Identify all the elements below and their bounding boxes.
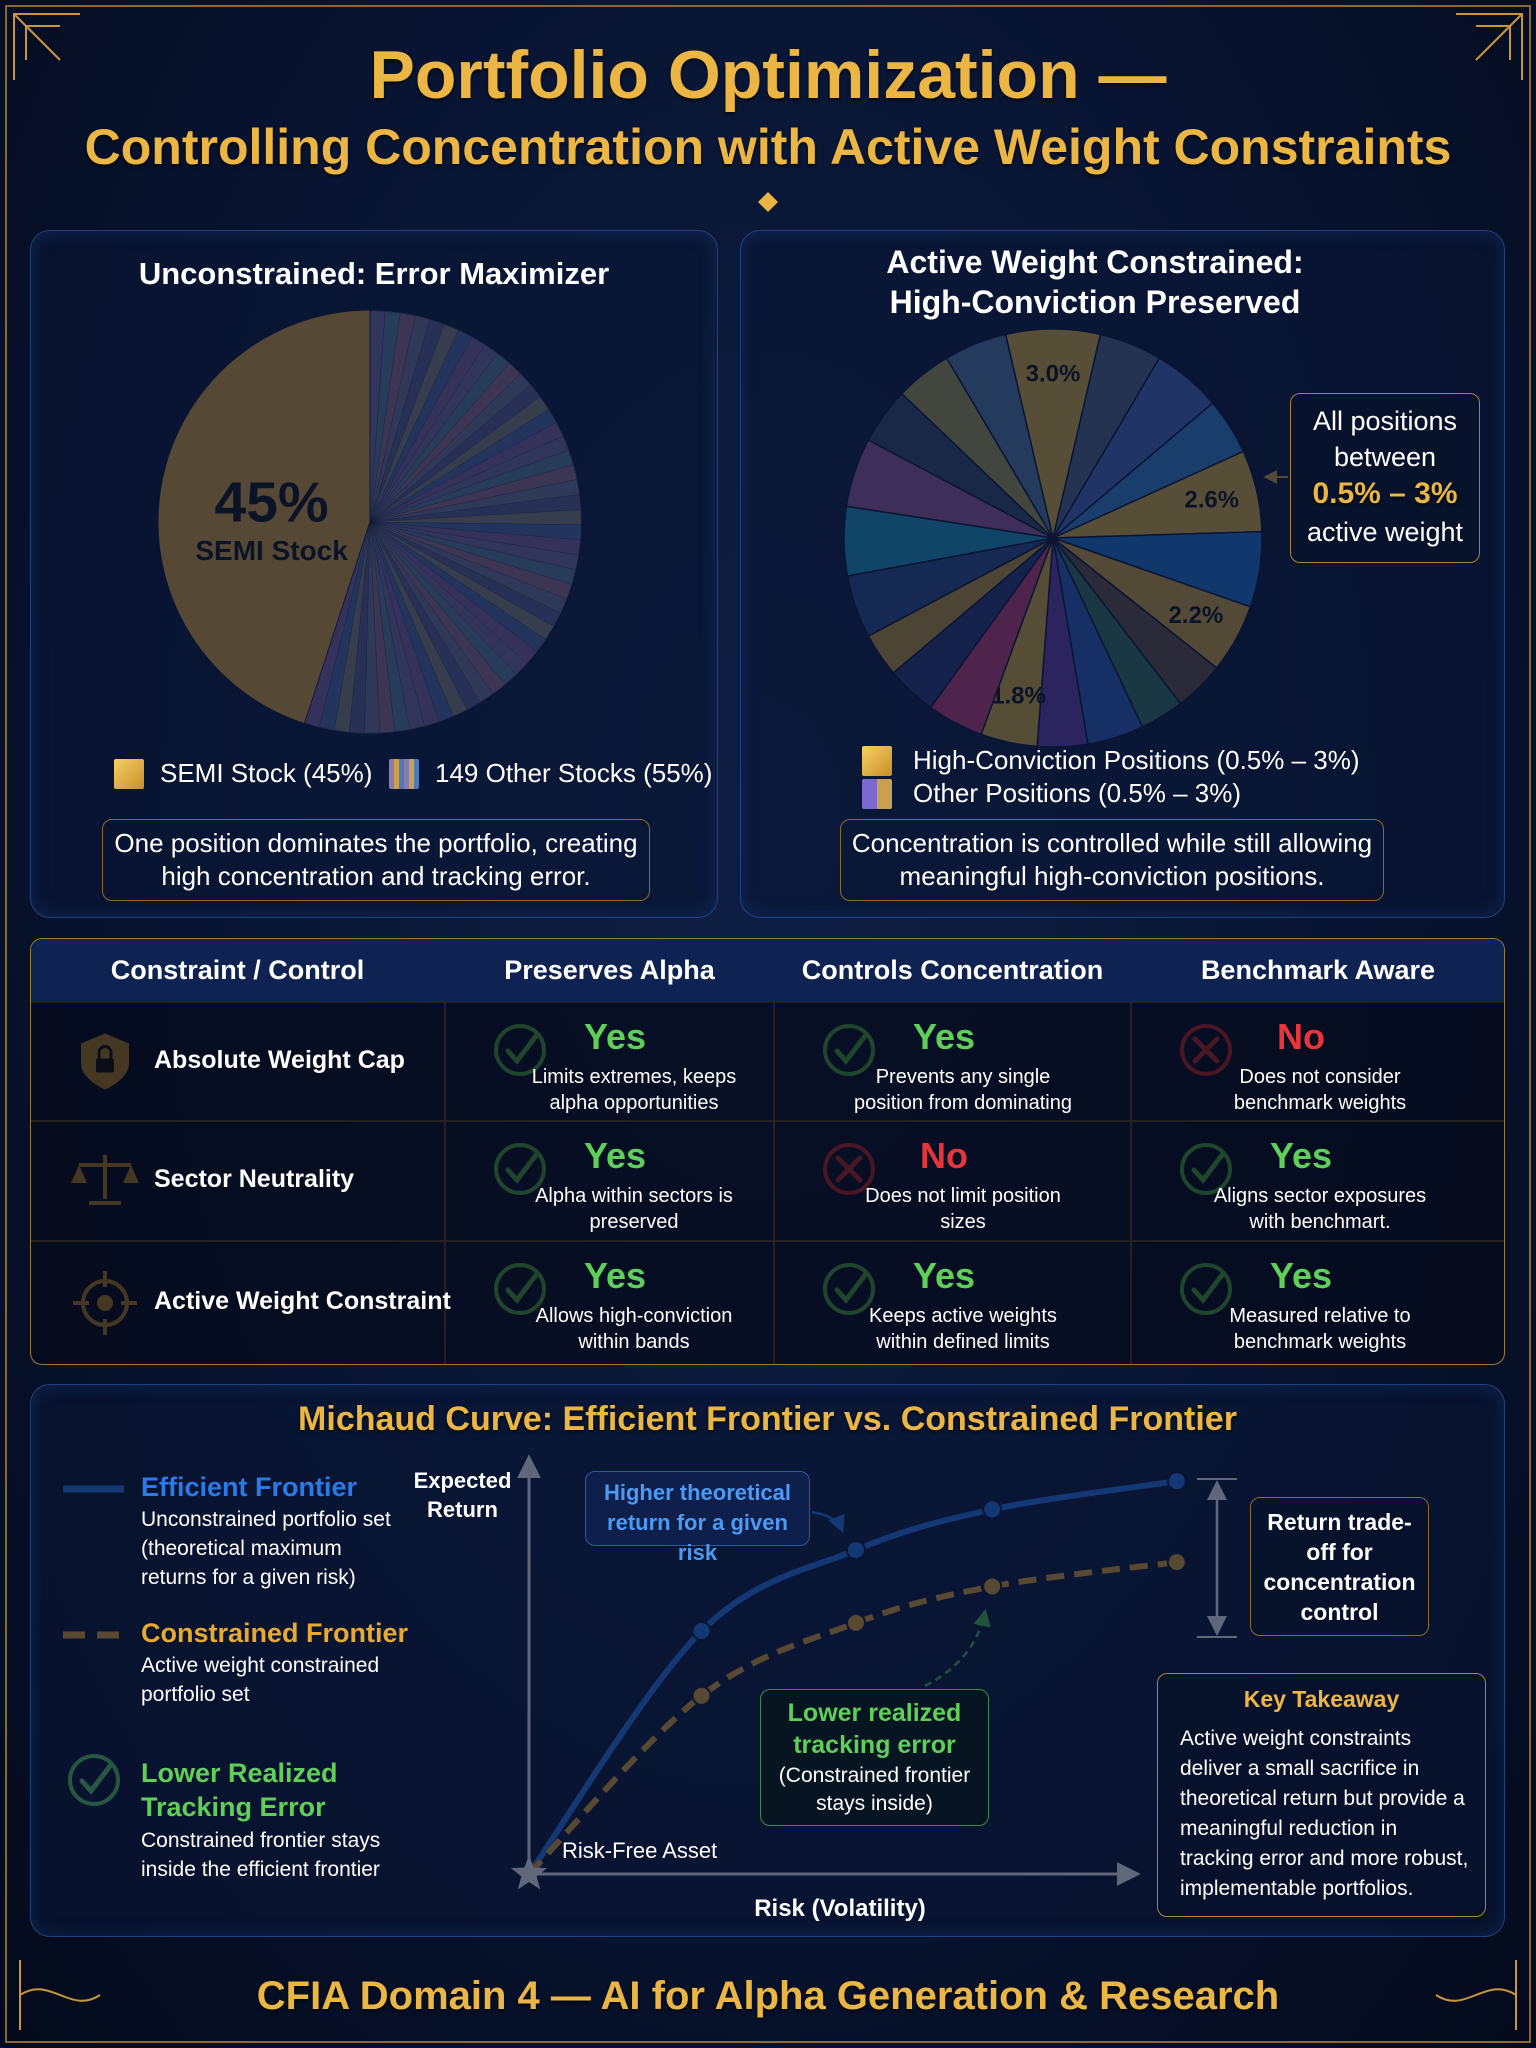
callout-text: Return trade-off for concentration contr… (1263, 1509, 1416, 1625)
status: Yes (1269, 1255, 1333, 1296)
corner-ornament (13, 13, 80, 80)
callout-text: Higher theoretical return for a given ri… (603, 1480, 792, 1565)
status: No (920, 1135, 968, 1176)
legend-label: Constrained Frontier (141, 1618, 409, 1648)
page-subtitle: Controlling Concentration with Active We… (84, 119, 1452, 175)
callout-box (1250, 1497, 1429, 1636)
status: No (1277, 1016, 1325, 1057)
footer: CFIA Domain 4 — AI for Alpha Generation … (256, 1974, 1280, 2018)
table-header: Constraint / Control (110, 955, 365, 985)
panel (740, 230, 1505, 918)
footer-ornament (1435, 1960, 1517, 2030)
legend-label: High-Conviction Positions (0.5% – 3%) (913, 745, 1360, 775)
legend-swatch (389, 759, 419, 789)
row-label: Absolute Weight Cap (154, 1045, 405, 1074)
cell-text: Alpha within sectors is preserved (535, 1185, 733, 1233)
takeaway-title: Key Takeaway (1243, 1686, 1400, 1712)
status: Yes (912, 1255, 976, 1296)
status: Yes (583, 1255, 647, 1296)
callout-box (585, 1471, 810, 1546)
chart-title: Unconstrained: Error Maximizer (138, 256, 610, 291)
footer-ornament (19, 1960, 101, 2030)
legend-swatch (862, 746, 892, 776)
note-box (102, 819, 650, 901)
callout-range: 0.5% – 3% (1312, 477, 1458, 510)
cell-text: Does not limit position sizes (865, 1185, 1061, 1233)
legend-label: Efficient Frontier (141, 1472, 358, 1502)
status: Yes (583, 1016, 647, 1057)
legend-description: Constrained frontier stays inside the ef… (141, 1829, 381, 1881)
x-axis-label: Risk (Volatility) (754, 1895, 926, 1922)
note-box (840, 819, 1384, 901)
callout-title: Lower realized tracking error (787, 1699, 962, 1759)
callout-note: (Constrained frontier stays inside) (778, 1764, 971, 1815)
frame (5, 5, 1531, 2043)
callout-box (760, 1689, 989, 1826)
cell-text: Prevents any single position from domina… (854, 1066, 1072, 1114)
page-title: Portfolio Optimization — (369, 37, 1167, 113)
table-frame (30, 938, 1505, 1365)
callout-box (1290, 393, 1480, 563)
chart-title: Michaud Curve: Efficient Frontier vs. Co… (298, 1400, 1237, 1438)
cell-text: Measured relative to benchmark weights (1229, 1305, 1411, 1353)
takeaway-text: Active weight constraints deliver a smal… (1180, 1727, 1469, 1900)
table-header: Controls Concentration (801, 955, 1104, 985)
callout-unit: active weight (1306, 517, 1464, 547)
table-header-bg (31, 939, 1504, 1002)
legend-description: Unconstrained portfolio set (theoretical… (141, 1508, 391, 1589)
cell-text: Limits extremes, keeps alpha opportuniti… (531, 1066, 737, 1114)
table-header: Benchmark Aware (1200, 955, 1436, 985)
table-header: Preserves Alpha (504, 955, 715, 985)
legend-label: Other Positions (0.5% – 3%) (913, 778, 1242, 808)
cell-text: Allows high-conviction within bands (535, 1305, 733, 1353)
cell-text: Keeps active weights within defined limi… (869, 1305, 1057, 1353)
chart-title: Active Weight Constrained: High-Convicti… (886, 244, 1304, 320)
status: Yes (1269, 1135, 1333, 1176)
row-label: Sector Neutrality (154, 1165, 355, 1193)
note: One position dominates the portfolio, cr… (114, 828, 638, 891)
legend-swatch (862, 779, 892, 809)
title-diamond (758, 192, 778, 212)
cell-text: Does not consider benchmark weights (1233, 1066, 1407, 1114)
legend-label: 149 Other Stocks (55%) (435, 758, 713, 788)
status: Yes (583, 1135, 647, 1176)
legend-swatch (114, 759, 144, 789)
takeaway-box (1157, 1673, 1486, 1917)
y-axis-label: Expected Return (413, 1468, 512, 1522)
note: Concentration is controlled while still … (851, 828, 1373, 891)
legend-description: Active weight constrained portfolio set (141, 1654, 380, 1706)
callout-text: All positions between (1312, 406, 1458, 472)
panel (30, 230, 718, 918)
origin-label: Risk-Free Asset (562, 1838, 718, 1863)
corner-ornament (1456, 13, 1523, 80)
legend-label: Lower Realized Tracking Error (141, 1758, 338, 1822)
cell-text: Aligns sector exposures with benchmart. (1213, 1185, 1427, 1233)
legend-label: SEMI Stock (45%) (160, 758, 373, 788)
row-label: Active Weight Constraint (154, 1287, 451, 1315)
status: Yes (912, 1016, 976, 1057)
